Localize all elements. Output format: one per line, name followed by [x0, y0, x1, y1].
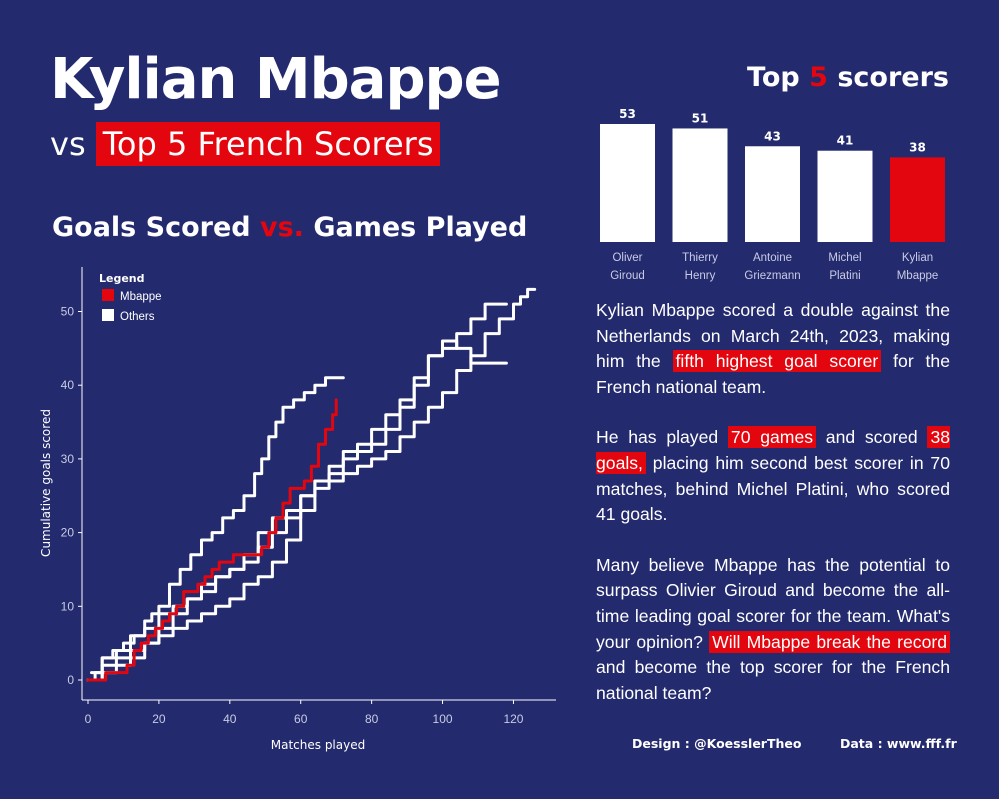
- line-heading-part3: Games Played: [303, 212, 528, 243]
- x-tick-label: 40: [223, 712, 237, 726]
- bar-value-label: 51: [692, 111, 709, 125]
- y-tick-label: 40: [61, 378, 75, 392]
- story-paragraph-2: He has played 70 games and scored 38 goa…: [596, 425, 951, 527]
- x-tick-label: 100: [433, 712, 453, 726]
- series-line-others: [86, 287, 537, 682]
- data-credit: Data : www.fff.fr: [840, 736, 957, 751]
- bar: [890, 157, 945, 242]
- highlight-text: fifth highest goal scorer: [672, 350, 882, 373]
- bar: [817, 150, 873, 242]
- y-tick-label: 50: [61, 305, 75, 319]
- bar-value-label: 38: [909, 140, 926, 154]
- bar-category-label: Griezmann: [744, 270, 800, 282]
- bar-heading-part1: Top: [747, 62, 810, 93]
- story-text: Kylian Mbappe scored a double against th…: [596, 298, 951, 731]
- bar-category-label: Mbappe: [897, 270, 939, 282]
- story-text-segment: placing him second best scorer in 70 mat…: [596, 452, 950, 525]
- story-text-segment: Kylian Mbappe scored a double against th…: [596, 300, 950, 372]
- story-text-segment: for the French national team.: [596, 351, 950, 397]
- bar: [600, 124, 655, 242]
- bar-heading-number: 5: [809, 62, 828, 93]
- bar-category-label: Michel: [828, 252, 861, 264]
- bar: [745, 146, 800, 242]
- x-tick-label: 60: [294, 712, 308, 726]
- story-text-segment: Many believe Mbappe has the potential to…: [596, 554, 950, 652]
- top-scorers-bar-chart: 53 Oliver Giroud 51 Thierry Henry 43 Antoine Gri…: [600, 107, 945, 282]
- series-line-mbappe: [86, 398, 338, 682]
- y-tick-label: 30: [61, 452, 75, 466]
- y-tick-label: 0: [67, 673, 74, 687]
- line-chart-heading: Goals Scored vs. Games Played: [52, 212, 527, 243]
- series-line-others: [90, 302, 508, 675]
- subtitle-prefix: vs: [50, 125, 86, 163]
- legend-label: Mbappe: [120, 291, 162, 303]
- subtitle-highlight: Top 5 French Scorers: [95, 122, 441, 166]
- highlight-text: 70 games: [727, 426, 817, 449]
- bar-chart-heading: Top 5 scorers: [747, 62, 949, 93]
- legend-swatch: [102, 289, 114, 301]
- series-line-others: [86, 376, 345, 682]
- x-tick-label: 0: [85, 712, 92, 726]
- line-heading-vs: vs.: [260, 212, 304, 243]
- bar-value-label: 43: [764, 129, 781, 143]
- design-credit: Design : @KoesslerTheo: [632, 736, 802, 751]
- page-subtitle: vs Top 5 French Scorers: [50, 122, 441, 166]
- line-heading-part1: Goals Scored: [52, 212, 261, 243]
- bar-category-label: Oliver: [612, 252, 642, 264]
- bar-value-label: 41: [837, 134, 854, 148]
- x-axis-title: Matches played: [271, 738, 365, 752]
- legend-title: Legend: [99, 272, 145, 285]
- legend-label: Others: [120, 311, 155, 323]
- bar-value-label: 53: [619, 107, 636, 121]
- story-paragraph-1: Kylian Mbappe scored a double against th…: [596, 298, 950, 400]
- goals-vs-games-line-chart: 0 10 20 30 40 50 0 20 40 60 80 100 120 Matches played…: [39, 267, 556, 752]
- legend-swatch: [102, 309, 114, 321]
- bar-category-label: Antoine: [753, 252, 792, 264]
- x-tick-label: 120: [503, 712, 523, 726]
- y-tick-label: 20: [61, 526, 75, 540]
- story-text-segment: and scored: [816, 427, 928, 448]
- story-paragraph-3: Many believe Mbappe has the potential to…: [596, 553, 950, 707]
- bar-category-label: Kylian: [902, 252, 933, 264]
- story-text-segment: He has played: [596, 427, 728, 448]
- page-title: Kylian Mbappe: [50, 47, 502, 112]
- bar-category-label: Giroud: [610, 270, 645, 282]
- bar-category-label: Thierry: [682, 252, 718, 264]
- bar-heading-part3: scorers: [827, 62, 949, 93]
- bar-category-label: Platini: [829, 270, 860, 282]
- bar: [672, 128, 728, 242]
- x-tick-label: 80: [365, 712, 379, 726]
- highlight-text: Will Mbappe break the record: [709, 630, 950, 653]
- y-tick-label: 10: [61, 599, 75, 613]
- x-tick-label: 20: [152, 712, 166, 726]
- bar-category-label: Henry: [685, 270, 716, 282]
- story-text-segment: and become the top scorer for the French…: [596, 657, 950, 703]
- y-axis-title: Cumulative goals scored: [39, 409, 53, 557]
